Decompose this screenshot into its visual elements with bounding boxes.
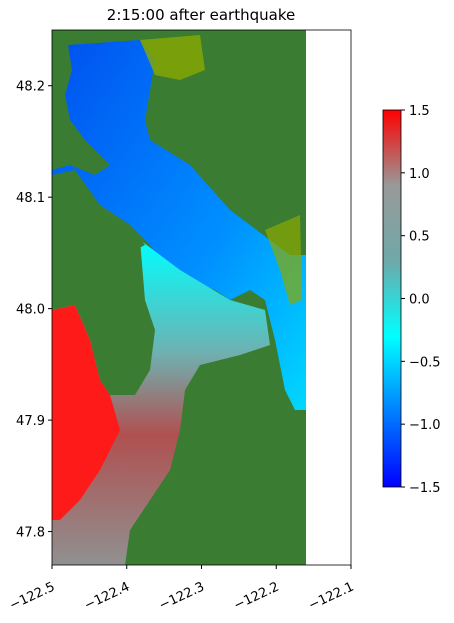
x-tick-label: −122.1 <box>306 580 356 614</box>
map-area <box>52 30 351 565</box>
y-tick-label: 47.9 <box>16 414 45 429</box>
colorbar-tick-label: −0.5 <box>409 355 441 370</box>
x-tick-label: −122.5 <box>7 580 57 614</box>
x-tick-label: −122.3 <box>157 580 207 614</box>
chart-title: 2:15:00 after earthquake <box>107 6 295 24</box>
y-tick-label: 48.1 <box>16 191 45 206</box>
y-tick-label: 48.2 <box>16 80 45 95</box>
y-tick-label: 48.0 <box>16 303 45 318</box>
x-tick-label: −122.4 <box>82 580 132 614</box>
colorbar <box>382 109 402 488</box>
colorbar-tick-label: 1.5 <box>409 104 430 119</box>
colorbar-tick-label: 0.0 <box>409 293 430 308</box>
colorbar-tick-label: 1.0 <box>409 167 430 182</box>
colorbar-tick-label: −1.0 <box>409 418 441 433</box>
colorbar-tick-label: −1.5 <box>409 481 441 496</box>
colorbar-tick-label: 0.5 <box>409 230 430 245</box>
x-tick-label: −122.2 <box>232 580 282 614</box>
y-tick-label: 47.8 <box>16 526 45 541</box>
